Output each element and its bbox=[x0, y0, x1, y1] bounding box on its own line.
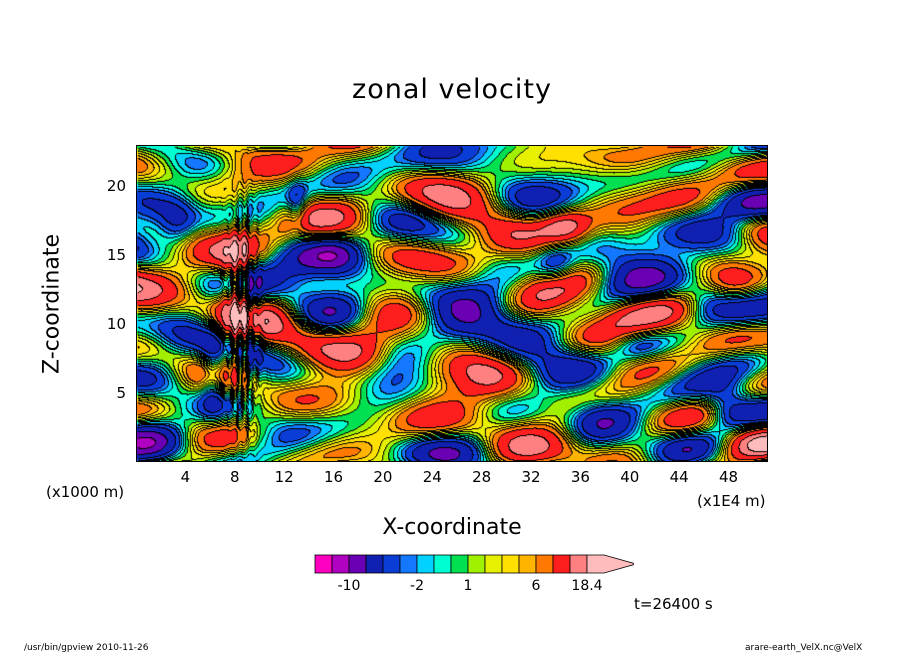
colorbar-segment bbox=[586, 554, 634, 574]
y-tick-label: 15 bbox=[106, 246, 126, 265]
chart-title: zonal velocity bbox=[352, 74, 552, 105]
y-tick-label: 20 bbox=[106, 177, 126, 196]
colorbar-label: -2 bbox=[410, 578, 424, 594]
colorbar-label: 18.4 bbox=[571, 578, 603, 594]
y-tick-label: 10 bbox=[106, 315, 126, 334]
colorbar-segment bbox=[484, 554, 503, 574]
colorbar-segment bbox=[501, 554, 520, 574]
x-axis-unit-right: (x1E4 m) bbox=[697, 492, 766, 510]
colorbar-segment bbox=[467, 554, 486, 574]
velocity-field bbox=[137, 146, 767, 461]
colorbar-segment bbox=[314, 554, 333, 574]
x-tick-label: 40 bbox=[620, 468, 640, 486]
x-tick-label: 8 bbox=[229, 468, 240, 486]
colorbar-segment bbox=[382, 554, 401, 574]
plot-area bbox=[136, 145, 768, 462]
colorbar-segment bbox=[535, 554, 554, 574]
footer-source: arare-earth_VelX.nc@VelX bbox=[745, 643, 863, 653]
x-tick-label: 44 bbox=[669, 468, 689, 486]
x-tick-label: 28 bbox=[472, 468, 492, 486]
colorbar-segment bbox=[518, 554, 537, 574]
colorbar-segment bbox=[348, 554, 367, 574]
colorbar-segment bbox=[552, 554, 571, 574]
x-tick-label: 32 bbox=[521, 468, 541, 486]
x-tick-label: 48 bbox=[718, 468, 739, 486]
x-axis-unit-left: (x1000 m) bbox=[46, 483, 125, 501]
x-tick-label: 12 bbox=[274, 468, 294, 486]
colorbar-label: -10 bbox=[337, 578, 361, 594]
colorbar-segment bbox=[416, 554, 435, 574]
colorbar bbox=[314, 554, 634, 574]
x-axis-label: X-coordinate bbox=[382, 515, 522, 540]
x-tick-label: 20 bbox=[373, 468, 393, 486]
colorbar-segment bbox=[331, 554, 350, 574]
x-tick-label: 24 bbox=[422, 468, 442, 486]
x-tick-label: 4 bbox=[180, 468, 191, 486]
colorbar-segment bbox=[399, 554, 418, 574]
x-tick-label: 36 bbox=[570, 468, 590, 486]
colorbar-label: 6 bbox=[531, 578, 541, 594]
y-axis-label: Z-coordinate bbox=[39, 234, 65, 374]
colorbar-segment bbox=[569, 554, 588, 574]
colorbar-segment bbox=[365, 554, 384, 574]
colorbar-label: 1 bbox=[463, 578, 473, 594]
x-tick-label: 16 bbox=[323, 468, 344, 486]
y-tick-label: 5 bbox=[116, 384, 126, 403]
colorbar-segment bbox=[433, 554, 452, 574]
footer-command: /usr/bin/gpview 2010-11-26 bbox=[24, 643, 149, 653]
colorbar-segment bbox=[450, 554, 469, 574]
time-annotation: t=26400 s bbox=[634, 595, 713, 613]
